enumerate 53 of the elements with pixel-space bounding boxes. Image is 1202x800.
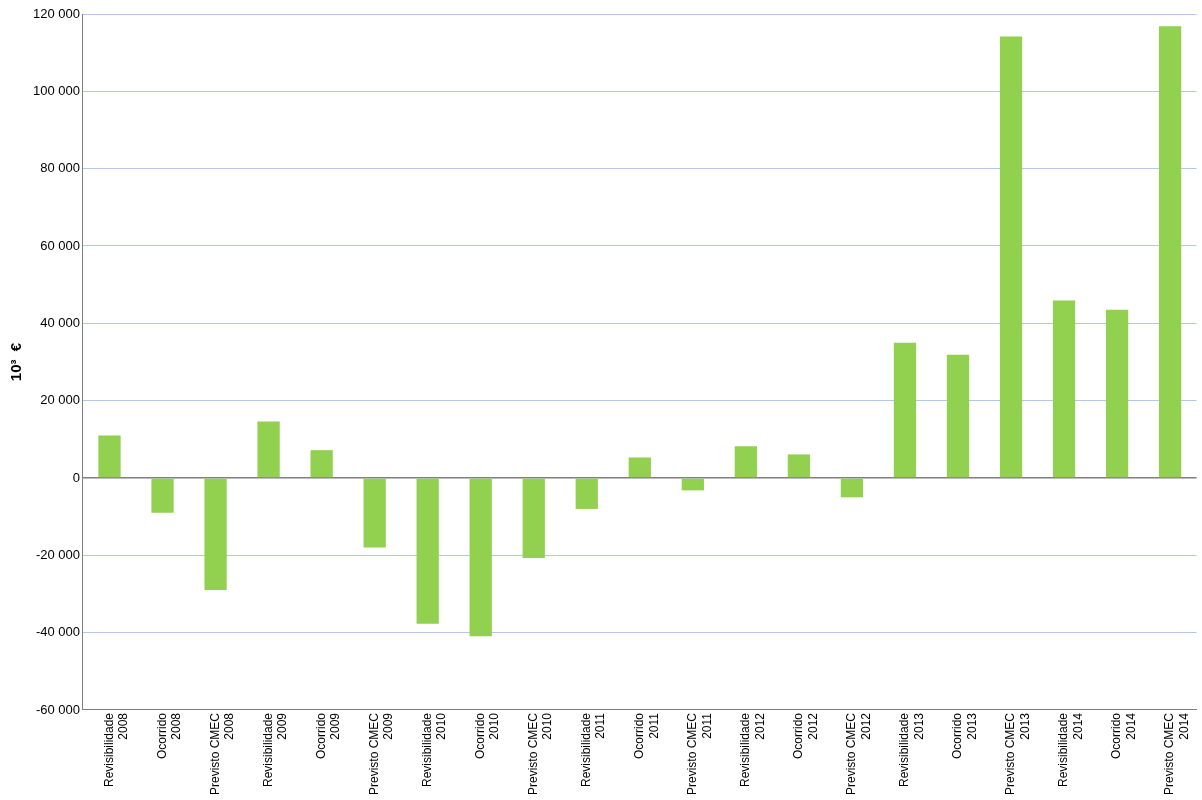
y-tick-label: 40 000: [40, 314, 80, 330]
bar: [999, 36, 1023, 478]
bar: [893, 342, 917, 478]
bar: [1052, 300, 1076, 478]
x-tick-label: Ocorrido 2013: [950, 712, 979, 759]
bar: [310, 450, 333, 478]
bar: [787, 454, 811, 478]
bar: [469, 478, 492, 637]
x-tick-label: Ocorrido 2010: [473, 712, 502, 759]
x-tick-label: Revisibilidade 2008: [101, 712, 131, 788]
bar: [257, 421, 280, 478]
y-tick-label: 60 000: [40, 237, 80, 253]
bar: [1105, 309, 1129, 478]
x-tick-label: Previsto CMEC 2014: [1162, 712, 1191, 795]
y-tick-label: 80 000: [40, 160, 80, 176]
bar: [98, 435, 121, 478]
x-tick-label: Ocorrido 2011: [632, 712, 661, 759]
x-tick-label: Ocorrido 2008: [154, 712, 184, 759]
bar: [840, 478, 864, 498]
bar: [363, 478, 386, 548]
x-tick-label: Revisibilidade 2009: [260, 712, 290, 788]
y-tick-label: 20 000: [40, 392, 80, 408]
x-tick-label: Ocorrido 2009: [313, 712, 343, 759]
bar: [575, 478, 598, 509]
bar: [734, 446, 757, 478]
y-tick-label: -60 000: [35, 701, 80, 717]
y-tick-label: -40 000: [35, 624, 80, 640]
bar: [1158, 26, 1182, 478]
y-axis-title: 10³ €: [7, 342, 25, 382]
x-tick-label: Previsto CMEC 2012: [844, 712, 873, 795]
x-tick-label: Revisibilidade 2013: [897, 712, 926, 788]
x-tick-label: Revisibilidade 2012: [738, 712, 767, 788]
x-tick-label: Revisibilidade 2011: [579, 712, 608, 788]
bar: [681, 478, 704, 491]
bar: [416, 478, 439, 624]
x-tick-label: Previsto CMEC 2010: [526, 712, 555, 795]
bar: [204, 478, 227, 591]
x-tick-label: Revisibilidade 2010: [420, 712, 449, 788]
x-tick-label: Previsto CMEC 2013: [1003, 712, 1032, 795]
bar: [946, 354, 970, 478]
x-tick-label: Previsto CMEC 2011: [685, 712, 714, 795]
bar: [151, 478, 174, 513]
bar: [628, 457, 651, 478]
y-tick-label: -20 000: [35, 546, 80, 562]
x-tick-label: Ocorrido 2012: [791, 712, 820, 759]
bar: [522, 478, 545, 559]
y-tick-label: 100 000: [32, 82, 80, 98]
x-tick-label: Revisibilidade 2014: [1056, 712, 1085, 788]
x-tick-label: Previsto CMEC 2008: [207, 712, 237, 795]
x-tick-label: Previsto CMEC 2009: [366, 712, 396, 795]
x-tick-label: Ocorrido 2014: [1109, 712, 1138, 759]
y-tick-label: 0: [72, 469, 80, 485]
y-tick-label: 120 000: [32, 5, 80, 21]
